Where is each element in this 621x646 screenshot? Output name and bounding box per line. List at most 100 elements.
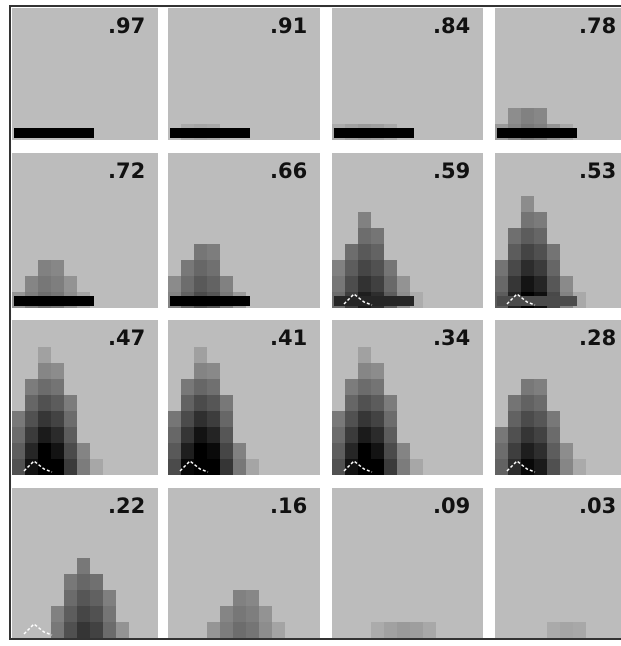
cell bbox=[332, 443, 345, 459]
cell bbox=[384, 443, 397, 459]
cell bbox=[220, 622, 233, 638]
cell bbox=[345, 244, 358, 260]
cell bbox=[534, 411, 547, 427]
cell bbox=[51, 411, 64, 427]
bottom-bar bbox=[497, 128, 577, 138]
cell bbox=[194, 427, 207, 443]
cell bbox=[38, 395, 51, 411]
cell bbox=[358, 363, 371, 379]
panel-label: .59 bbox=[433, 159, 470, 183]
cell bbox=[521, 411, 534, 427]
cell bbox=[38, 347, 51, 363]
cell bbox=[12, 459, 25, 475]
cell bbox=[25, 395, 38, 411]
cell bbox=[358, 379, 371, 395]
contour bbox=[24, 624, 52, 635]
panel-label: .03 bbox=[579, 494, 616, 518]
cell bbox=[371, 363, 384, 379]
panel-label: .84 bbox=[433, 14, 470, 38]
cell bbox=[207, 363, 220, 379]
cell bbox=[332, 276, 345, 292]
cell bbox=[495, 459, 508, 475]
cell bbox=[358, 244, 371, 260]
cell bbox=[25, 276, 38, 292]
cell bbox=[194, 347, 207, 363]
panel-label: .97 bbox=[108, 14, 145, 38]
bottom-bar bbox=[170, 296, 250, 306]
panel-label: .78 bbox=[579, 14, 616, 38]
cell bbox=[207, 427, 220, 443]
cell bbox=[371, 228, 384, 244]
cell bbox=[38, 443, 51, 459]
cell bbox=[90, 622, 103, 638]
panel-label: .47 bbox=[108, 326, 145, 350]
cell bbox=[207, 443, 220, 459]
cell bbox=[220, 459, 233, 475]
cell bbox=[384, 427, 397, 443]
bottom-bar bbox=[334, 128, 414, 138]
cell bbox=[371, 395, 384, 411]
cell bbox=[103, 590, 116, 606]
cell bbox=[534, 108, 547, 124]
cell bbox=[534, 276, 547, 292]
cell bbox=[194, 443, 207, 459]
cell bbox=[64, 411, 77, 427]
cell bbox=[77, 606, 90, 622]
cell bbox=[371, 411, 384, 427]
panel-label: .34 bbox=[433, 326, 470, 350]
cell bbox=[12, 411, 25, 427]
cell bbox=[560, 276, 573, 292]
panel: .84 bbox=[332, 8, 483, 140]
cell bbox=[233, 590, 246, 606]
cell bbox=[51, 459, 64, 475]
cell bbox=[560, 622, 573, 638]
cell bbox=[508, 228, 521, 244]
cell bbox=[194, 379, 207, 395]
bottom-bar bbox=[170, 128, 250, 138]
panel: .34 bbox=[332, 320, 483, 475]
cell bbox=[547, 459, 560, 475]
cell bbox=[233, 459, 246, 475]
panel: .97 bbox=[12, 8, 158, 140]
cell bbox=[345, 443, 358, 459]
cell bbox=[534, 379, 547, 395]
panel-label: .41 bbox=[270, 326, 307, 350]
panel-label: .91 bbox=[270, 14, 307, 38]
cell bbox=[103, 622, 116, 638]
cell bbox=[508, 411, 521, 427]
cell bbox=[51, 427, 64, 443]
cell bbox=[547, 244, 560, 260]
cell bbox=[384, 260, 397, 276]
cell bbox=[345, 379, 358, 395]
cell bbox=[495, 427, 508, 443]
cell bbox=[521, 244, 534, 260]
cell bbox=[384, 395, 397, 411]
cell bbox=[103, 606, 116, 622]
panel-label: .53 bbox=[579, 159, 616, 183]
cell bbox=[371, 260, 384, 276]
cell bbox=[233, 622, 246, 638]
cell bbox=[508, 108, 521, 124]
cell bbox=[64, 622, 77, 638]
cell bbox=[534, 443, 547, 459]
cell bbox=[168, 443, 181, 459]
cell bbox=[77, 459, 90, 475]
cell bbox=[181, 260, 194, 276]
cell bbox=[508, 427, 521, 443]
bottom-bar bbox=[334, 296, 414, 306]
cell bbox=[345, 395, 358, 411]
cell bbox=[12, 443, 25, 459]
cell bbox=[207, 411, 220, 427]
cell bbox=[51, 622, 64, 638]
cell bbox=[371, 459, 384, 475]
cell bbox=[194, 244, 207, 260]
cell bbox=[38, 276, 51, 292]
cell bbox=[272, 622, 285, 638]
cell bbox=[508, 244, 521, 260]
cell bbox=[233, 606, 246, 622]
cell bbox=[51, 260, 64, 276]
cell bbox=[358, 443, 371, 459]
cell bbox=[194, 260, 207, 276]
cell bbox=[521, 228, 534, 244]
cell bbox=[508, 395, 521, 411]
